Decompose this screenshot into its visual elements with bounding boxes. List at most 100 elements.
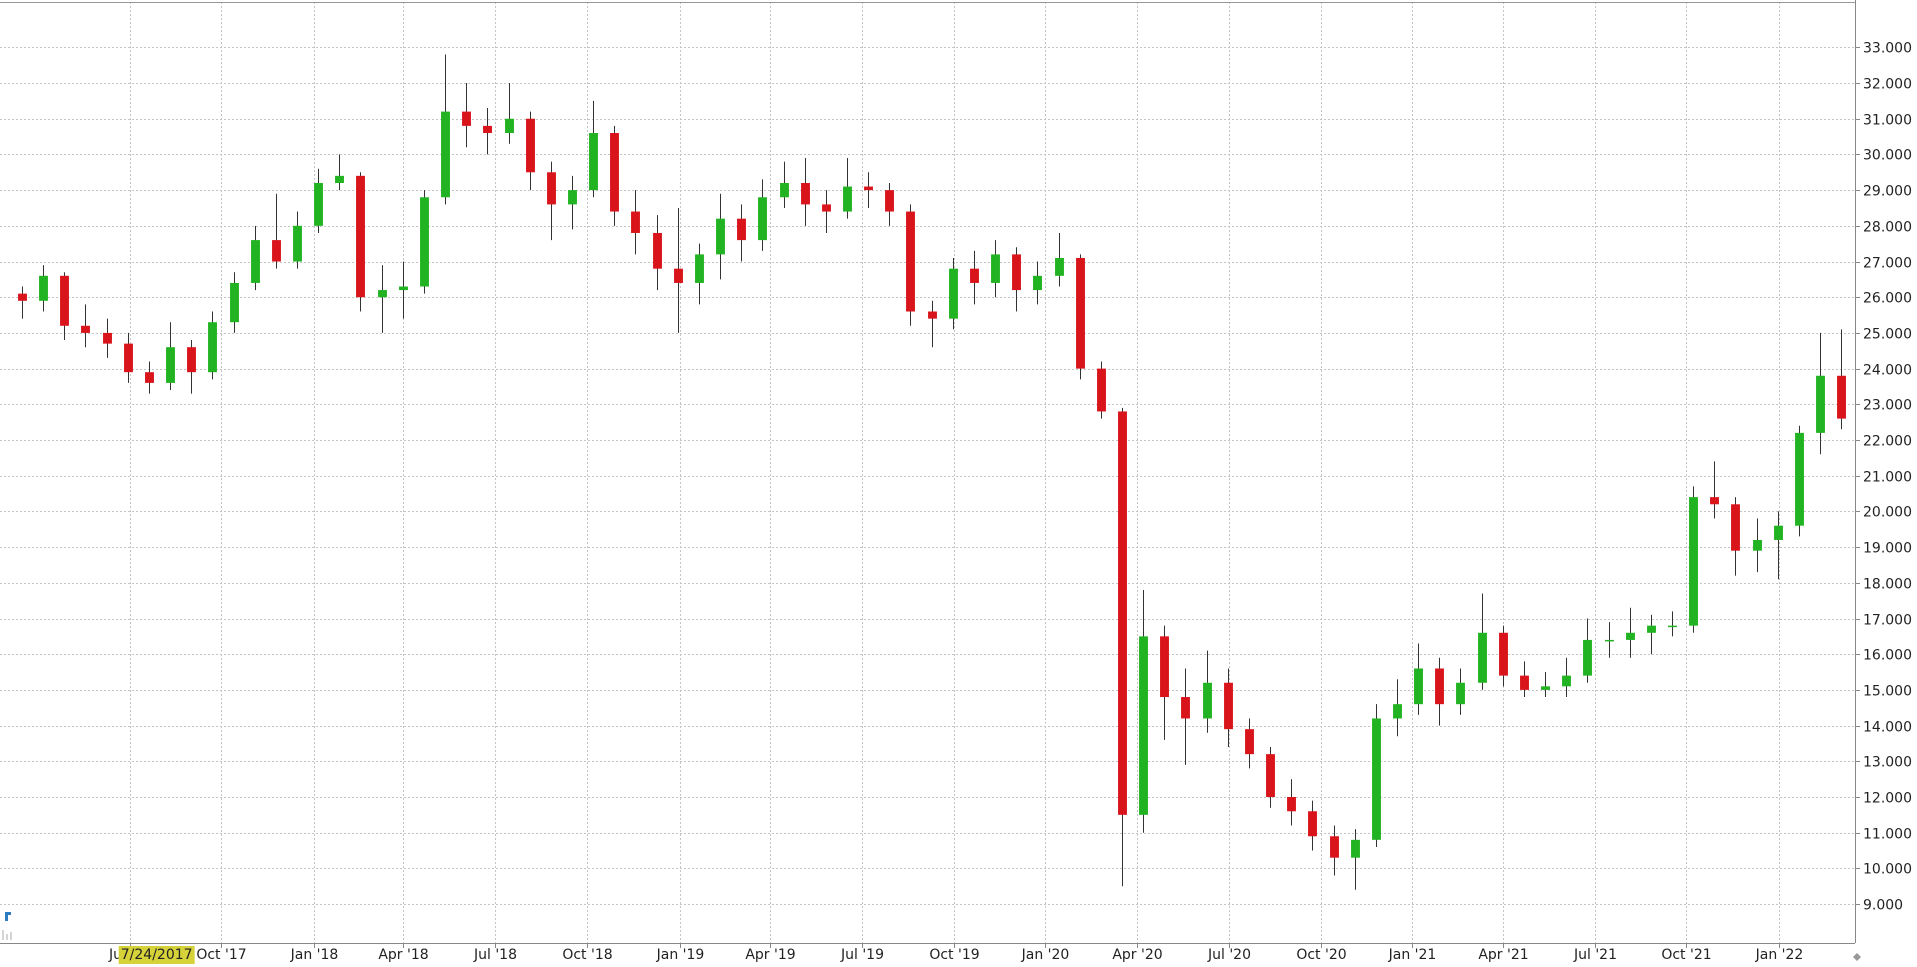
candle-body: [1308, 811, 1317, 837]
candle-body: [39, 275, 48, 301]
candle-body: [864, 186, 873, 191]
candle-body: [610, 133, 619, 212]
candle-body: [568, 190, 577, 205]
candle-body: [991, 254, 1000, 283]
x-tick-label: Jul '18: [473, 947, 517, 963]
candle-body: [1245, 729, 1254, 755]
y-tick-label: 30.000: [1863, 148, 1912, 164]
candle-body: [1330, 836, 1339, 858]
candle-body: [1372, 718, 1381, 840]
candle-body: [462, 111, 471, 126]
cursor-label: 7/24/2017: [121, 947, 193, 963]
candle-body: [399, 286, 408, 291]
candle-body: [1795, 432, 1804, 526]
candle-body: [1203, 682, 1212, 719]
candle-body: [1668, 625, 1677, 628]
candle-body: [928, 311, 937, 319]
x-tick-label: Jan '20: [1021, 947, 1070, 963]
y-tick-label: 19.000: [1863, 541, 1912, 557]
candle-body: [356, 175, 365, 298]
candle-body: [1456, 682, 1465, 705]
y-tick-label: 10.000: [1863, 862, 1912, 878]
candle-body: [1287, 796, 1296, 812]
candle-body: [1076, 257, 1085, 369]
y-tick-label: 25.000: [1863, 327, 1912, 343]
candle-body: [1012, 254, 1021, 291]
y-tick-label: 16.000: [1863, 648, 1912, 664]
x-tick-label: Oct '21: [1661, 947, 1711, 963]
candle-body: [124, 343, 133, 373]
y-tick-label: 12.000: [1863, 791, 1912, 807]
candle-body: [653, 232, 662, 269]
candle-body: [1837, 375, 1846, 419]
y-tick-label: 13.000: [1863, 755, 1912, 771]
candle-body: [208, 322, 217, 373]
candle-body: [483, 125, 492, 134]
y-tick-label: 28.000: [1863, 220, 1912, 236]
candle-body: [737, 218, 746, 241]
candle-body: [1647, 625, 1656, 633]
x-tick-label: Jan '18: [290, 947, 339, 963]
y-tick-label: 26.000: [1863, 291, 1912, 307]
candle-body: [843, 186, 852, 212]
candle-body: [801, 182, 810, 205]
candle-body: [631, 211, 640, 233]
candle-body: [145, 372, 154, 383]
candle-body: [314, 182, 323, 226]
candles-layer: [18, 54, 1846, 890]
candle-body: [589, 133, 598, 191]
candle-body: [293, 225, 302, 262]
x-tick-label: Apr '21: [1478, 947, 1528, 963]
candle-body: [1499, 632, 1508, 676]
chart-tools-icon[interactable]: [2, 912, 12, 940]
y-tick-label: 9.000: [1863, 898, 1903, 914]
candle-body: [1181, 697, 1190, 719]
y-tick-label: 18.000: [1863, 577, 1912, 593]
x-tick-label: Jan '22: [1755, 947, 1804, 963]
candle-body: [949, 268, 958, 319]
candle-body: [1541, 686, 1550, 690]
x-tick-label: Jan '19: [656, 947, 705, 963]
candle-body: [674, 268, 683, 283]
x-tick-label: Jul '21: [1573, 947, 1617, 963]
candle-body: [970, 268, 979, 283]
x-tick-label: Jul '19: [840, 947, 884, 963]
candle-body: [1033, 275, 1042, 291]
candle-body: [272, 240, 281, 262]
candle-body: [81, 325, 90, 333]
candle-body: [1478, 632, 1487, 683]
candle-body: [885, 190, 894, 212]
x-tick-label: Jul '20: [1207, 947, 1251, 963]
candle-body: [378, 290, 387, 298]
candle-body: [505, 118, 514, 134]
candle-body: [1435, 668, 1444, 705]
candle-body: [1689, 497, 1698, 626]
grid-layer: [0, 2, 1855, 943]
candle-body: [1731, 504, 1740, 551]
candle-body: [716, 218, 725, 255]
candle-body: [906, 211, 915, 312]
candle-body: [1414, 668, 1423, 705]
candle-body: [1393, 704, 1402, 719]
y-tick-label: 33.000: [1863, 41, 1912, 57]
y-tick-label: 20.000: [1863, 505, 1912, 521]
y-tick-label: 15.000: [1863, 684, 1912, 700]
candle-body: [230, 282, 239, 323]
y-tick-label: 23.000: [1863, 398, 1912, 414]
x-tick-label: Oct '17: [196, 947, 246, 963]
candle-body: [1583, 639, 1592, 676]
candle-body: [103, 332, 112, 344]
x-tick-label: Apr '19: [745, 947, 795, 963]
y-tick-label: 22.000: [1863, 434, 1912, 450]
candle-body: [1605, 639, 1614, 642]
y-tick-label: 21.000: [1863, 470, 1912, 486]
x-tick-label: Jan '21: [1388, 947, 1437, 963]
x-tick-label: Oct '20: [1296, 947, 1346, 963]
scroll-handle[interactable]: [1853, 953, 1861, 961]
candle-body: [1816, 375, 1825, 433]
candle-body: [420, 197, 429, 287]
y-tick-label: 31.000: [1863, 113, 1912, 129]
candle-body: [187, 347, 196, 373]
